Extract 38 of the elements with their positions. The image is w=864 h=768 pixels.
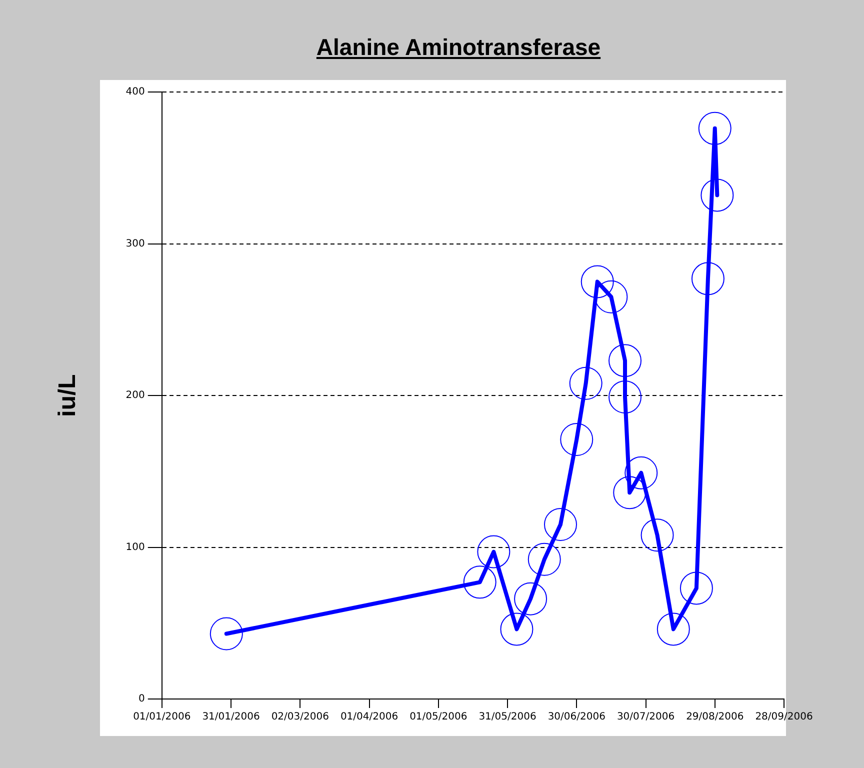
point	[560, 423, 594, 456]
point	[608, 380, 642, 414]
point	[594, 280, 628, 314]
point	[544, 508, 577, 541]
x-tick-label: 30/07/2006	[616, 712, 675, 723]
point	[691, 262, 724, 296]
y-tick-label: 100	[126, 542, 145, 553]
point	[700, 178, 734, 212]
x-tick-label: 01/05/2006	[410, 712, 468, 723]
point	[624, 456, 658, 490]
y-tick-label: 400	[126, 86, 145, 98]
x-tick-label: 28/09/2006	[755, 712, 813, 723]
x-tick-label: 31/05/2006	[478, 712, 536, 723]
x-tick-label: 01/01/2006	[133, 712, 191, 723]
point	[580, 265, 614, 298]
point	[608, 344, 642, 378]
x-tick-label: 29/08/2006	[686, 712, 744, 723]
point	[698, 112, 732, 145]
point	[514, 582, 548, 616]
y-tick-label: 200	[126, 390, 145, 402]
point	[640, 518, 674, 552]
y-tick-label: 300	[126, 238, 145, 250]
point	[528, 542, 561, 576]
point	[569, 366, 602, 400]
chart-title: Alanine Aminotransferase	[315, 34, 602, 61]
point	[210, 617, 243, 650]
y-axis-title: iu/L	[54, 374, 82, 417]
point	[463, 566, 496, 599]
x-tick-label: 30/06/2006	[548, 712, 606, 723]
point	[500, 612, 534, 646]
y-tick-label: 0	[138, 694, 145, 705]
point	[656, 612, 690, 646]
x-tick-label: 02/03/2006	[271, 712, 329, 723]
x-tick-label: 31/01/2006	[202, 712, 260, 723]
point	[680, 572, 713, 605]
point	[613, 476, 646, 510]
point	[477, 535, 510, 568]
x-tick-label: 01/04/2006	[340, 712, 398, 723]
